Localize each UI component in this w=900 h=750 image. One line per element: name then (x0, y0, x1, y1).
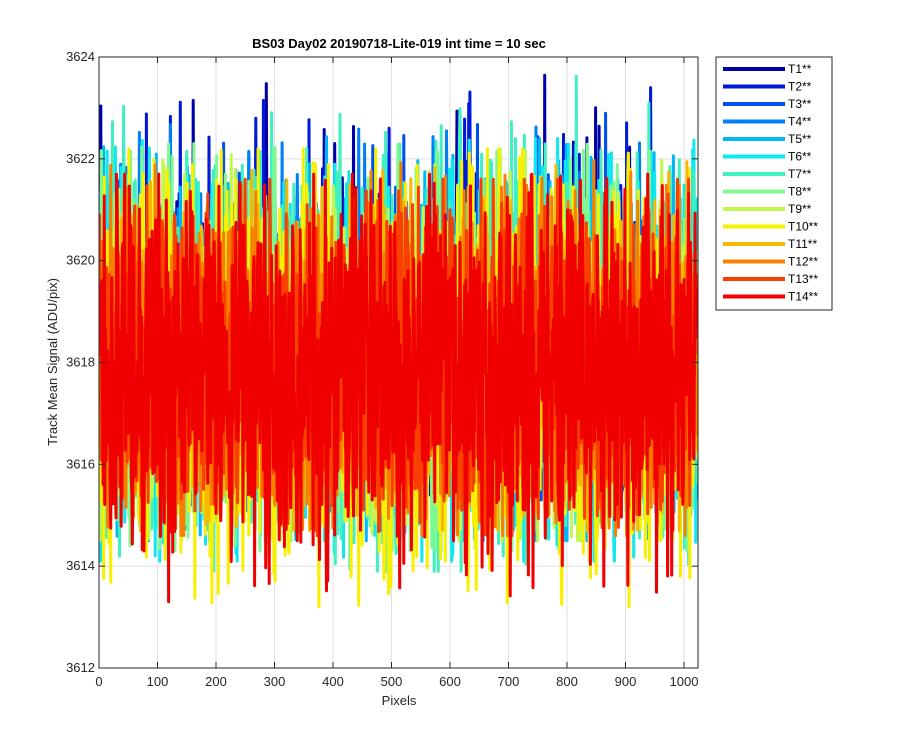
legend-label: T5** (788, 132, 812, 146)
legend-label: T11** (788, 237, 817, 251)
series-lines (99, 73, 698, 609)
legend-label: T3** (788, 97, 812, 111)
y-tick-label: 3624 (66, 49, 95, 64)
legend-label: T10** (788, 220, 818, 234)
chart-title: BS03 Day02 20190718-Lite-019 int time = … (252, 36, 546, 51)
series-line-14 (99, 172, 698, 604)
y-tick-label: 3620 (66, 253, 95, 268)
legend: T1** T2** T3** T4** T5** T6** T7** T8** T9** T10*… (715, 56, 833, 311)
legend-label: T14** (788, 290, 818, 304)
x-tick-label: 500 (381, 674, 403, 689)
x-tick-label: 300 (264, 674, 286, 689)
x-tick-label: 600 (439, 674, 461, 689)
x-tick-label: 900 (615, 674, 637, 689)
y-tick-label: 3622 (66, 151, 95, 166)
x-axis-label: Pixels (382, 693, 417, 708)
x-tick-label: 200 (205, 674, 227, 689)
legend-label: T13** (788, 272, 818, 286)
x-tick-label: 800 (556, 674, 578, 689)
ticks: 0 100 200 300 400 500 600 700 800 900 1000 3612 3614… (66, 49, 698, 689)
y-tick-label: 3618 (66, 355, 95, 370)
legend-label: T7** (788, 167, 812, 181)
y-axis-label: Track Mean Signal (ADU/pix) (45, 278, 60, 446)
x-tick-label: 1000 (670, 674, 699, 689)
y-tick-label: 3616 (66, 456, 95, 471)
legend-label: T1** (788, 62, 812, 76)
y-tick-label: 3614 (66, 558, 95, 573)
legend-label: T12** (788, 255, 818, 269)
x-tick-label: 0 (95, 674, 102, 689)
x-tick-label: 400 (322, 674, 344, 689)
legend-label: T9** (788, 202, 812, 216)
x-tick-label: 700 (498, 674, 520, 689)
legend-label: T8** (788, 185, 812, 199)
legend-label: T6** (788, 150, 812, 164)
legend-label: T2** (788, 80, 812, 94)
legend-box (715, 56, 833, 311)
legend-label: T4** (788, 115, 812, 129)
y-tick-label: 3612 (66, 660, 95, 675)
x-tick-label: 100 (147, 674, 169, 689)
